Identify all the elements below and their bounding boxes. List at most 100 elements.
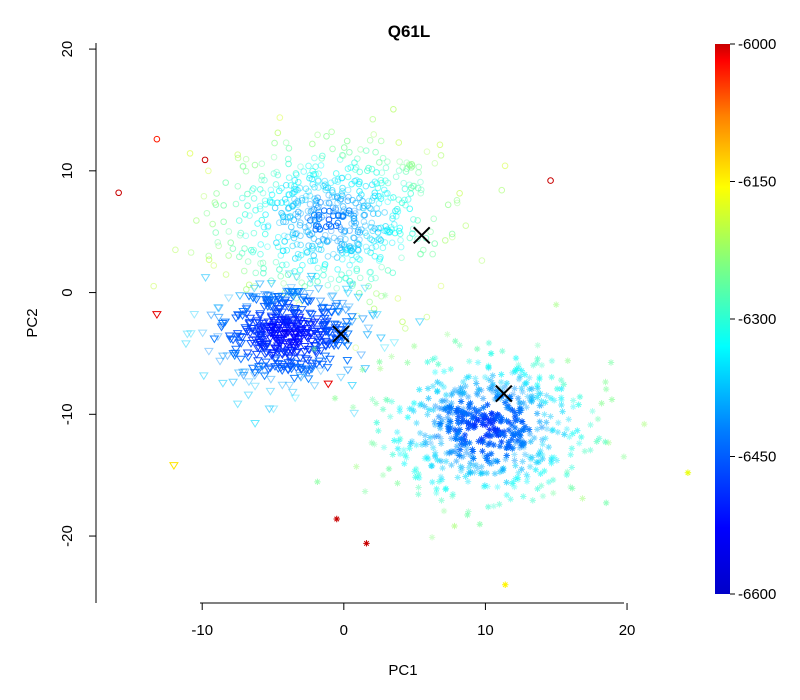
- circle-point: [329, 189, 336, 196]
- circle-point: [302, 185, 310, 192]
- circle-point: [248, 187, 256, 194]
- circle-point: [273, 168, 280, 176]
- asterisk-point: [454, 409, 461, 416]
- triangle-point: [293, 340, 304, 349]
- circle-point: [284, 213, 292, 221]
- triangle-point: [324, 329, 335, 338]
- asterisk-point: [415, 491, 422, 498]
- triangle-point: [323, 304, 334, 313]
- circle-point: [406, 181, 413, 189]
- triangle-point: [270, 354, 281, 363]
- asterisk-point: [388, 353, 395, 360]
- asterisk-point: [428, 534, 436, 541]
- circle-point: [368, 236, 376, 244]
- asterisk-point: [534, 385, 541, 392]
- circle-point: [392, 207, 399, 215]
- circle-point: [187, 249, 195, 256]
- triangle-point: [347, 318, 357, 327]
- asterisk-point: [311, 345, 318, 353]
- circle-point: [203, 209, 211, 217]
- circle-point: [307, 208, 315, 215]
- circle-point: [368, 181, 376, 189]
- circle-point: [379, 154, 387, 162]
- asterisk-point: [553, 385, 561, 393]
- asterisk-point: [424, 385, 432, 392]
- asterisk-point: [331, 395, 339, 402]
- circle-point: [287, 223, 295, 231]
- asterisk-point: [421, 403, 428, 410]
- asterisk-point: [565, 416, 572, 423]
- asterisk-point: [445, 425, 452, 432]
- asterisk-point: [476, 521, 484, 528]
- asterisk-point: [526, 397, 534, 404]
- asterisk-point: [541, 467, 548, 475]
- circle-point: [378, 179, 385, 187]
- circle-point: [337, 212, 345, 220]
- circle-point: [285, 191, 293, 198]
- circle-point: [382, 223, 389, 230]
- triangle-point: [277, 292, 288, 301]
- asterisk-point: [547, 394, 555, 402]
- circle-point: [370, 131, 378, 138]
- asterisk-point: [412, 473, 419, 481]
- asterisk-point: [388, 398, 396, 405]
- circle-point: [328, 193, 336, 201]
- circle-point: [366, 298, 373, 306]
- triangle-point: [342, 322, 353, 331]
- data-points: [150, 106, 648, 541]
- circle-point: [250, 185, 257, 192]
- triangle-point: [368, 312, 378, 320]
- circle-point: [304, 248, 311, 256]
- circle-point: [379, 244, 387, 252]
- circle-point: [498, 186, 506, 194]
- triangle-point: [292, 348, 303, 357]
- circle-point: [371, 189, 379, 197]
- circle-point: [395, 167, 403, 174]
- circle-point: [317, 241, 324, 249]
- asterisk-point: [396, 408, 403, 415]
- circle-point: [317, 162, 325, 169]
- asterisk-point: [411, 468, 418, 475]
- asterisk-point: [515, 469, 522, 476]
- circle-point: [377, 137, 385, 145]
- asterisk-point: [505, 441, 512, 448]
- asterisk-point: [406, 405, 413, 412]
- circle-point: [345, 193, 352, 201]
- triangle-point: [225, 335, 236, 344]
- asterisk-point: [404, 414, 412, 421]
- asterisk-point: [548, 357, 556, 365]
- circle-point: [250, 229, 258, 237]
- circle-point: [234, 154, 242, 162]
- triangle-point: [336, 373, 346, 382]
- asterisk-point: [525, 426, 533, 433]
- asterisk-point: [518, 437, 525, 444]
- asterisk-point: [593, 438, 600, 445]
- circle-point: [370, 305, 378, 313]
- circle-point: [338, 151, 346, 159]
- circle-point: [406, 234, 414, 242]
- circle-point: [436, 141, 444, 149]
- triangle-point: [284, 353, 295, 362]
- asterisk-point: [480, 483, 488, 491]
- circle-point: [332, 222, 340, 230]
- asterisk-point: [491, 395, 499, 403]
- circle-point: [339, 213, 347, 220]
- triangle-point: [342, 342, 353, 351]
- asterisk-point: [514, 395, 522, 402]
- circle-point: [453, 197, 461, 204]
- asterisk-point: [451, 426, 459, 434]
- asterisk-point: [488, 384, 496, 391]
- triangle-point: [236, 355, 246, 364]
- circle-point: [282, 181, 290, 189]
- triangle-point: [297, 319, 308, 328]
- asterisk-point: [465, 401, 473, 408]
- asterisk-point: [410, 399, 418, 407]
- asterisk-point: [489, 372, 496, 379]
- asterisk-point: [534, 426, 541, 433]
- asterisk-point: [527, 438, 534, 445]
- asterisk-point: [453, 457, 460, 465]
- circle-point: [258, 176, 265, 184]
- triangle-point: [305, 297, 316, 306]
- asterisk-point: [510, 478, 517, 485]
- circle-point: [355, 178, 363, 185]
